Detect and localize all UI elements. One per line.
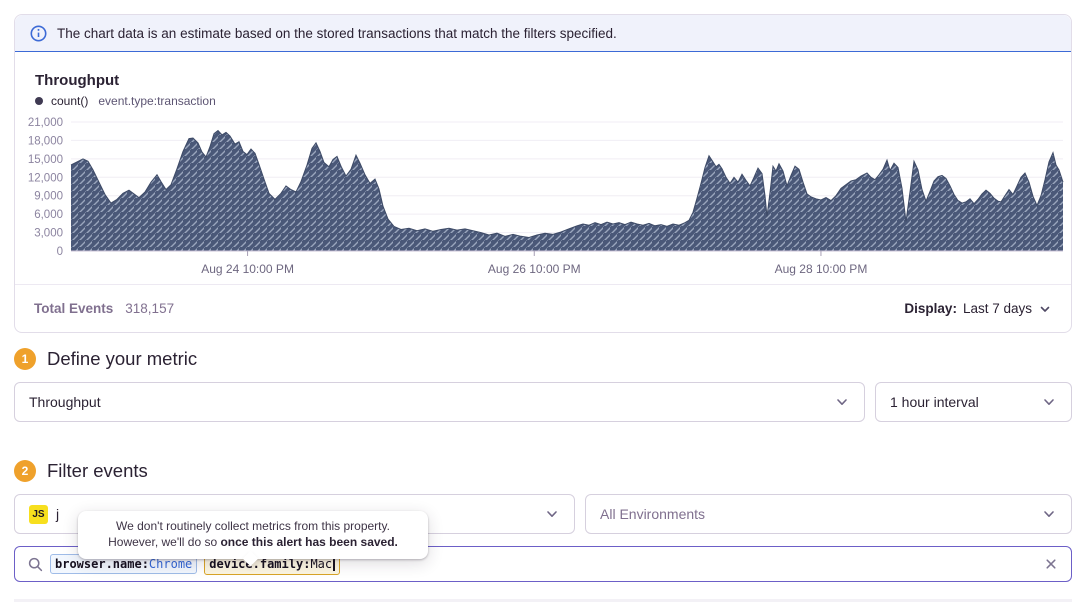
display-range-select[interactable]: Display: Last 7 days bbox=[904, 301, 1052, 316]
svg-text:Aug 26 10:00 PM: Aug 26 10:00 PM bbox=[488, 262, 581, 276]
next-row-peek bbox=[14, 599, 1072, 602]
series-dot-icon bbox=[35, 97, 43, 105]
step-2-title: Filter events bbox=[47, 460, 148, 481]
svg-text:15,000: 15,000 bbox=[28, 154, 63, 166]
display-range-value: Last 7 days bbox=[962, 301, 1032, 316]
step-2-header: 2 Filter events bbox=[14, 460, 1072, 482]
total-events-value: 318,157 bbox=[125, 301, 175, 316]
interval-select[interactable]: 1 hour interval bbox=[875, 382, 1072, 422]
clear-search-button[interactable] bbox=[1044, 557, 1058, 571]
svg-text:21,000: 21,000 bbox=[28, 117, 63, 129]
info-banner: The chart data is an estimate based on t… bbox=[15, 15, 1071, 52]
interval-select-value: 1 hour interval bbox=[890, 394, 979, 410]
svg-text:18,000: 18,000 bbox=[28, 135, 63, 147]
tooltip-line2: However, we'll do so once this alert has… bbox=[108, 534, 398, 549]
svg-text:Aug 24 10:00 PM: Aug 24 10:00 PM bbox=[201, 262, 294, 276]
chart-card: The chart data is an estimate based on t… bbox=[14, 14, 1072, 333]
legend-query-label: event.type:transaction bbox=[98, 94, 216, 108]
info-icon bbox=[30, 25, 47, 41]
environment-select[interactable]: All Environments bbox=[585, 494, 1072, 534]
metrics-warning-tooltip: We don't routinely collect metrics from … bbox=[78, 511, 428, 567]
svg-text:0: 0 bbox=[57, 246, 63, 258]
chevron-down-icon bbox=[1040, 306, 1050, 312]
chart-footer: Total Events 318,157 Display: Last 7 days bbox=[15, 284, 1071, 332]
svg-text:6,000: 6,000 bbox=[34, 209, 63, 221]
step-1-header: 1 Define your metric bbox=[14, 348, 1072, 370]
throughput-area-chart: 21,000 18,000 15,000 12,000 9,000 6,000 3,000 0… bbox=[28, 117, 1064, 276]
chevron-down-icon bbox=[1041, 506, 1057, 522]
metric-select[interactable]: Throughput bbox=[14, 382, 865, 422]
svg-text:12,000: 12,000 bbox=[28, 172, 63, 184]
step-2-badge: 2 bbox=[14, 460, 36, 482]
total-events-label: Total Events bbox=[34, 301, 114, 316]
project-select-value: j bbox=[56, 506, 60, 522]
chevron-down-icon bbox=[544, 506, 560, 522]
display-label: Display: bbox=[904, 301, 957, 316]
chart-legend: count() event.type:transaction bbox=[35, 94, 1071, 108]
step-1-title: Define your metric bbox=[47, 348, 198, 369]
text-caret bbox=[333, 557, 335, 571]
legend-series-label: count() bbox=[51, 94, 89, 108]
close-icon bbox=[1046, 559, 1056, 569]
search-icon bbox=[28, 557, 43, 571]
step-1-badge: 1 bbox=[14, 348, 36, 370]
svg-text:Aug 28 10:00 PM: Aug 28 10:00 PM bbox=[775, 262, 868, 276]
chevron-down-icon bbox=[1041, 394, 1057, 410]
chart-title: Throughput bbox=[35, 72, 120, 89]
environment-select-value: All Environments bbox=[600, 506, 706, 522]
svg-text:3,000: 3,000 bbox=[34, 228, 63, 240]
metric-select-value: Throughput bbox=[29, 394, 101, 410]
tooltip-line1: We don't routinely collect metrics from … bbox=[116, 519, 390, 533]
javascript-platform-icon: JS bbox=[29, 504, 48, 524]
chevron-down-icon bbox=[834, 394, 850, 410]
info-banner-text: The chart data is an estimate based on t… bbox=[57, 25, 617, 41]
svg-text:9,000: 9,000 bbox=[34, 191, 63, 203]
